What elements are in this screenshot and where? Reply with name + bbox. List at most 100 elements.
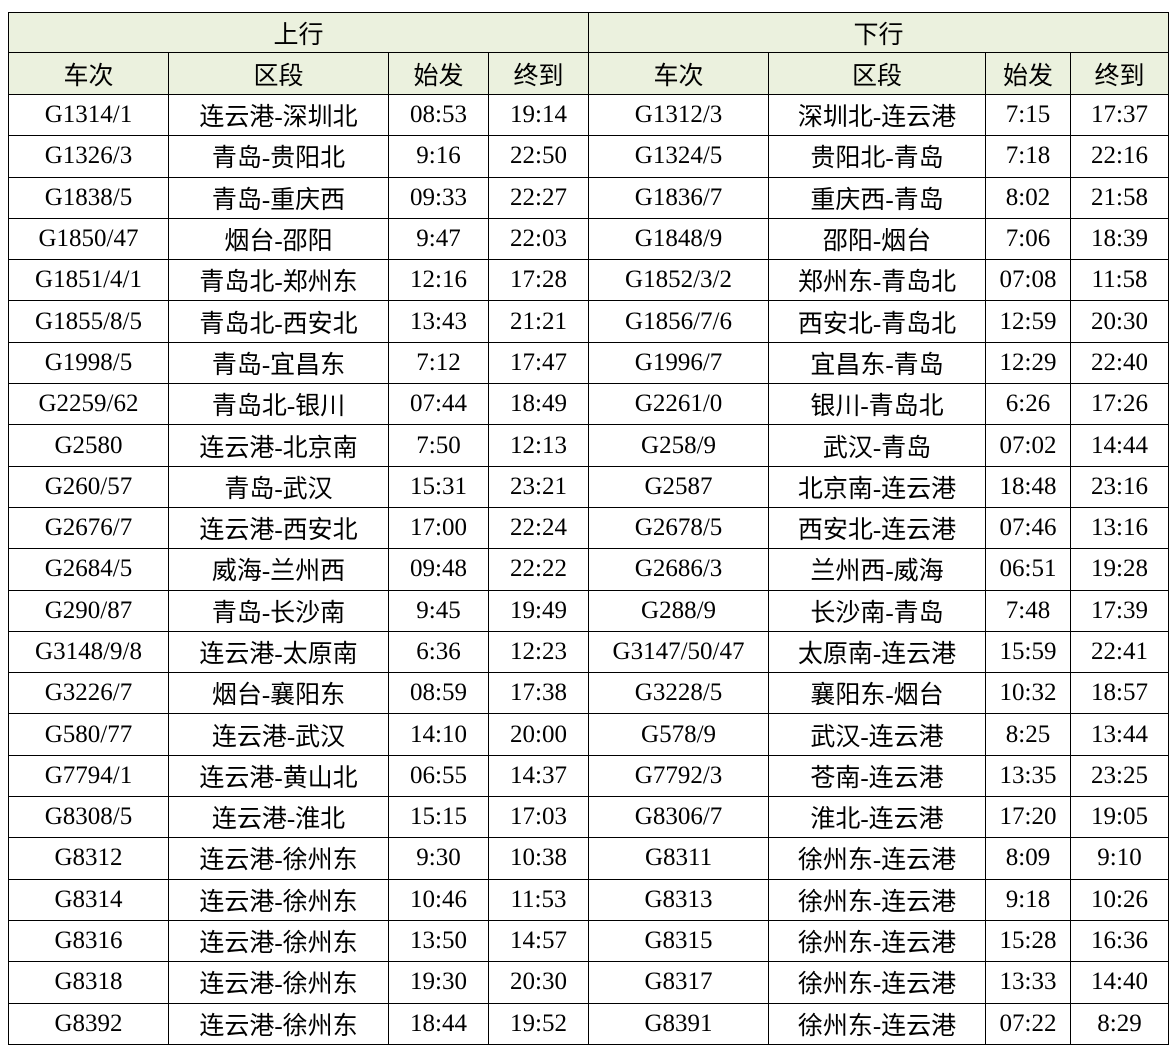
table-cell: 淮北-连云港 bbox=[768, 796, 987, 839]
table-cell: G1312/3 bbox=[588, 93, 770, 137]
table-cell: 7:12 bbox=[388, 341, 489, 385]
table-cell: 22:40 bbox=[1070, 341, 1170, 385]
table-cell: 08:59 bbox=[388, 672, 489, 715]
table-cell: 11:53 bbox=[487, 878, 590, 921]
table-cell: 6:26 bbox=[985, 383, 1072, 426]
table-cell: 23:21 bbox=[487, 465, 590, 508]
table-cell: 08:53 bbox=[388, 93, 489, 137]
table-cell: 19:30 bbox=[388, 961, 489, 1004]
table-cell: 17:20 bbox=[985, 796, 1072, 839]
table-cell: 连云港-太原南 bbox=[168, 630, 389, 674]
table-cell: 连云港-深圳北 bbox=[168, 93, 389, 137]
table-cell: 18:49 bbox=[487, 383, 590, 426]
table-cell: 9:10 bbox=[1070, 837, 1170, 880]
table-cell: 8:25 bbox=[985, 713, 1072, 756]
table-cell: G1848/9 bbox=[588, 217, 770, 261]
table-cell: 贵阳北-青岛 bbox=[768, 135, 987, 178]
table-cell: 烟台-邵阳 bbox=[168, 217, 389, 261]
table-cell: G8318 bbox=[8, 961, 169, 1004]
table-row: G260/57 青岛-武汉 15:31 23:21 G2587 北京南-连云港 18:48 2… bbox=[8, 465, 1170, 508]
table-cell: 22:27 bbox=[487, 176, 590, 219]
group-header: 上行 bbox=[7, 12, 590, 53]
table-cell: 17:38 bbox=[487, 672, 590, 715]
table-row: G2580 连云港-北京南 7:50 12:13 G258/9 武汉-青岛 07:02 14:… bbox=[8, 424, 1170, 467]
table-cell: 10:38 bbox=[487, 837, 590, 880]
table-cell: 青岛-武汉 bbox=[168, 465, 389, 508]
table-cell: 襄阳东-烟台 bbox=[768, 672, 987, 715]
table-cell: G8317 bbox=[588, 961, 770, 1004]
table-cell: 23:25 bbox=[1070, 754, 1170, 798]
table-cell: 14:44 bbox=[1070, 424, 1170, 467]
table-cell: 连云港-徐州东 bbox=[168, 961, 389, 1004]
table-body: G1314/1 连云港-深圳北 08:53 19:14 G1312/3 深圳北-连云港 7:… bbox=[8, 93, 1170, 1045]
table-row: G8312 连云港-徐州东 9:30 10:38 G8311 徐州东-连云港 8:09 9:1… bbox=[8, 837, 1170, 880]
table-cell: 07:22 bbox=[985, 1002, 1072, 1045]
table-cell: G1998/5 bbox=[8, 341, 169, 385]
table-cell: 22:16 bbox=[1070, 135, 1170, 178]
table-cell: G8308/5 bbox=[8, 796, 169, 839]
column-header: 终到 bbox=[487, 52, 590, 95]
table-cell: 连云港-徐州东 bbox=[168, 1002, 389, 1045]
table-cell: G8306/7 bbox=[588, 796, 770, 839]
column-header: 区段 bbox=[168, 52, 389, 95]
table-cell: 12:23 bbox=[487, 630, 590, 674]
table-cell: 连云港-武汉 bbox=[168, 713, 389, 756]
table-cell: 07:02 bbox=[985, 424, 1072, 467]
table-cell: 连云港-徐州东 bbox=[168, 837, 389, 880]
table-cell: G2587 bbox=[588, 465, 770, 508]
table-cell: G1836/7 bbox=[588, 176, 770, 219]
table-cell: 06:51 bbox=[985, 548, 1072, 591]
table-cell: 13:44 bbox=[1070, 713, 1170, 756]
table-cell: 15:15 bbox=[388, 796, 489, 839]
column-row: 车次 区段 始发 终到 车次 区段 始发 终到 bbox=[8, 52, 1170, 95]
table-row: G2259/62 青岛北-银川 07:44 18:49 G2261/0 银川-青岛北 6:2… bbox=[8, 383, 1170, 426]
table-cell: 20:30 bbox=[487, 961, 590, 1004]
table-cell: 09:33 bbox=[388, 176, 489, 219]
table-cell: G1314/1 bbox=[8, 93, 169, 137]
table-cell: 重庆西-青岛 bbox=[768, 176, 987, 219]
table-cell: 07:08 bbox=[985, 259, 1072, 302]
table-cell: G1850/47 bbox=[8, 217, 169, 261]
table-row: G1850/47 烟台-邵阳 9:47 22:03 G1848/9 邵阳-烟台 7:06 18… bbox=[8, 217, 1170, 261]
table-cell: 12:59 bbox=[985, 300, 1072, 343]
table-cell: 青岛北-银川 bbox=[168, 383, 389, 426]
group-row: 上行 下行 bbox=[7, 12, 1170, 53]
table-cell: G8314 bbox=[8, 878, 169, 921]
table-cell: 13:16 bbox=[1070, 506, 1170, 550]
table-cell: 6:36 bbox=[388, 630, 489, 674]
table-cell: 9:16 bbox=[388, 135, 489, 178]
table-cell: 青岛北-西安北 bbox=[168, 300, 389, 343]
table-cell: G7792/3 bbox=[588, 754, 770, 798]
table-cell: 13:50 bbox=[388, 919, 489, 963]
table-cell: 太原南-连云港 bbox=[768, 630, 987, 674]
table-cell: G2580 bbox=[8, 424, 169, 467]
table-cell: 青岛-贵阳北 bbox=[168, 135, 389, 178]
table-cell: 宜昌东-青岛 bbox=[768, 341, 987, 385]
table-cell: 17:37 bbox=[1070, 93, 1170, 137]
table-cell: 徐州东-连云港 bbox=[768, 1002, 987, 1045]
table-cell: 19:49 bbox=[487, 589, 590, 632]
table-cell: 邵阳-烟台 bbox=[768, 217, 987, 261]
table-cell: 9:18 bbox=[985, 878, 1072, 921]
table-cell: G8392 bbox=[8, 1002, 169, 1045]
table-cell: G2261/0 bbox=[588, 383, 770, 426]
table-cell: G3228/5 bbox=[588, 672, 770, 715]
table-row: G1851/4/1 青岛北-郑州东 12:16 17:28 G1852/3/2 郑州东-青… bbox=[8, 259, 1170, 302]
table-cell: 武汉-青岛 bbox=[768, 424, 987, 467]
table-cell: 7:50 bbox=[388, 424, 489, 467]
table-cell: 19:28 bbox=[1070, 548, 1170, 591]
table-cell: 徐州东-连云港 bbox=[768, 878, 987, 921]
table-cell: 17:39 bbox=[1070, 589, 1170, 632]
table-cell: 12:16 bbox=[388, 259, 489, 302]
table-row: G8392 连云港-徐州东 18:44 19:52 G8391 徐州东-连云港 07:22 8… bbox=[8, 1002, 1170, 1045]
table-cell: G3148/9/8 bbox=[8, 630, 169, 674]
table-cell: 17:26 bbox=[1070, 383, 1170, 426]
table-cell: 14:40 bbox=[1070, 961, 1170, 1004]
table-cell: 22:50 bbox=[487, 135, 590, 178]
table-cell: G8311 bbox=[588, 837, 770, 880]
table-row: G8316 连云港-徐州东 13:50 14:57 G8315 徐州东-连云港 15:28 1… bbox=[8, 919, 1170, 963]
table-cell: 11:58 bbox=[1070, 259, 1170, 302]
table-cell: 22:22 bbox=[487, 548, 590, 591]
table-cell: 22:41 bbox=[1070, 630, 1170, 674]
